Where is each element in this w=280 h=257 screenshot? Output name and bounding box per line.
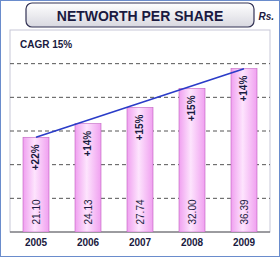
grid-line: [10, 63, 270, 64]
data-label: 27.74: [135, 199, 146, 224]
bar: [231, 69, 257, 232]
plot-frame: [10, 30, 270, 232]
bar: [127, 107, 153, 232]
growth-label: +15%: [135, 114, 146, 140]
outer-border: [1, 1, 280, 257]
data-label: 21.10: [31, 199, 42, 224]
growth-label: +22%: [31, 144, 42, 170]
bar: [75, 124, 101, 232]
data-label: 24.13: [83, 199, 94, 224]
subtitle: CAGR 15%: [20, 39, 72, 50]
growth-label: +14%: [83, 131, 94, 157]
bars: [23, 69, 257, 232]
data-label: 32.00: [187, 199, 198, 224]
bar: [23, 137, 49, 232]
x-tick-label: 2009: [233, 237, 256, 248]
x-tick-label: 2005: [25, 237, 48, 248]
x-tick-label: 2006: [77, 237, 100, 248]
chart: NETWORTH PER SHARE Rs. CAGR 15% 21.10 +22% 20…: [0, 0, 280, 257]
x-tick-label: 2008: [181, 237, 204, 248]
growth-label: +14%: [239, 76, 250, 102]
growth-label: +15%: [187, 95, 198, 121]
bar: [179, 88, 205, 232]
unit-label: Rs.: [258, 11, 274, 22]
title: NETWORTH PER SHARE: [57, 8, 223, 24]
x-tick-label: 2007: [129, 237, 152, 248]
data-label: 36.39: [239, 199, 250, 224]
title-box: [26, 3, 254, 27]
